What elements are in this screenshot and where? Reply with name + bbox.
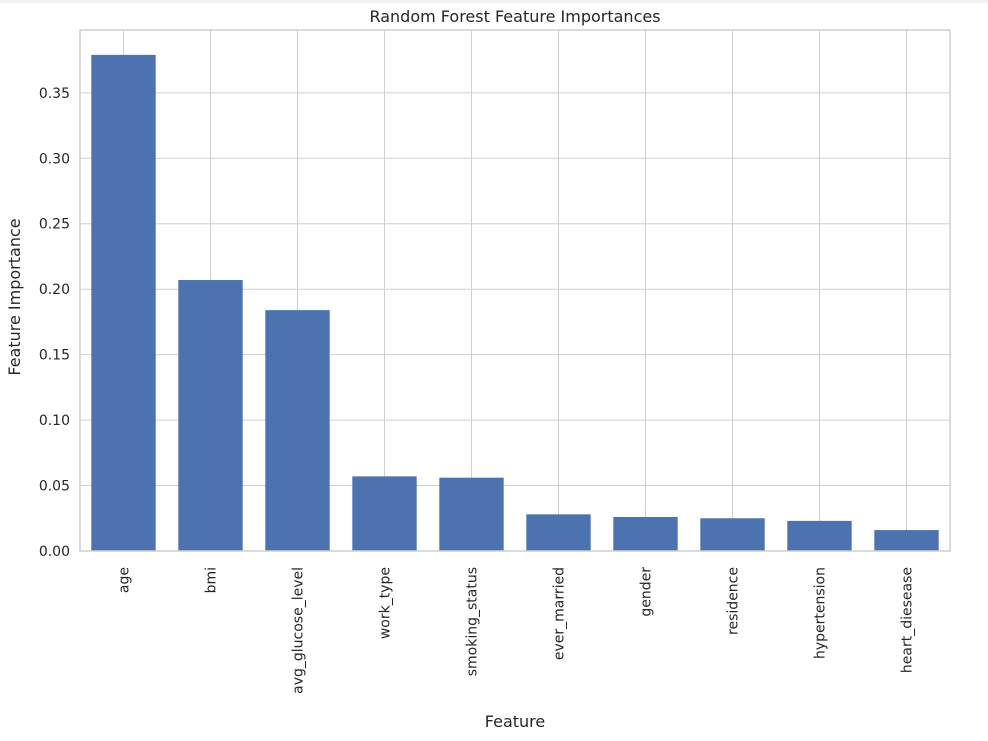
x-axis-label: Feature [485, 712, 545, 731]
y-tick-label: 0.25 [39, 217, 70, 233]
y-tick-label: 0.15 [39, 348, 70, 364]
notebook-top-strip [0, 0, 988, 3]
bar-bmi [178, 280, 243, 551]
y-tick-label: 0.10 [39, 413, 70, 429]
bar-heart_diesease [874, 530, 939, 551]
x-tick-label-ever_married: ever_married [552, 567, 568, 660]
bar-ever_married [526, 514, 591, 551]
bar-gender [613, 516, 678, 551]
x-tick-label-gender: gender [639, 567, 655, 617]
bar-smoking_status [439, 477, 504, 551]
x-tick-label-smoking_status: smoking_status [465, 567, 481, 676]
y-tick-label: 0.35 [39, 86, 70, 102]
x-tick-label-work_type: work_type [378, 567, 394, 639]
bar-avg_glucose_level [265, 310, 330, 551]
x-tick-label-hypertension: hypertension [813, 567, 829, 659]
x-axis-ticks: age bmi avg_glucose_level work_type smoking_… [117, 567, 916, 694]
y-tick-label: 0.05 [39, 479, 70, 495]
bar-hypertension [787, 520, 852, 551]
y-tick-label: 0.20 [39, 282, 70, 298]
y-axis-label: Feature Importance [5, 218, 24, 375]
x-tick-label-age: age [117, 567, 133, 593]
plot-frame [79, 29, 951, 552]
bars-group [91, 54, 939, 552]
x-tick-label-residence: residence [726, 567, 742, 635]
x-tick-label-avg_glucose_level: avg_glucose_level [291, 567, 307, 694]
x-tick-label-bmi: bmi [204, 567, 220, 593]
chart-title: Random Forest Feature Importances [369, 7, 660, 26]
bar-age [91, 54, 156, 552]
y-axis-ticks: 0.00 0.05 0.10 0.15 0.20 0.25 0.30 0.35 [39, 86, 70, 560]
bar-work_type [352, 476, 417, 551]
bar-residence [700, 518, 765, 551]
y-tick-label: 0.30 [39, 151, 70, 167]
x-tick-label-heart_diesease: heart_diesease [900, 567, 916, 673]
y-tick-label: 0.00 [39, 544, 70, 560]
